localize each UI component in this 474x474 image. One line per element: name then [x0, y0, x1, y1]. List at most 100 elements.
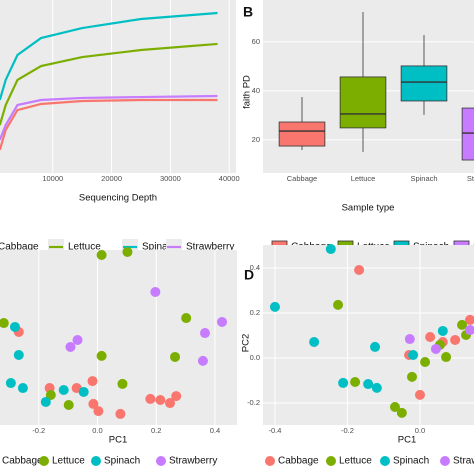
point: [457, 319, 468, 330]
point: [269, 301, 280, 312]
point: [389, 402, 400, 412]
legend-swatch: [91, 456, 101, 466]
point: [309, 336, 320, 347]
point: [333, 299, 344, 310]
point: [465, 325, 474, 336]
point: [87, 376, 98, 387]
legend-label: Spinach: [104, 456, 140, 467]
point: [88, 398, 99, 409]
legend-label: Strawberry: [186, 242, 234, 253]
point: [408, 350, 419, 361]
y-tick-label: 0.2: [250, 308, 260, 317]
point: [122, 246, 133, 257]
point: [414, 389, 425, 400]
legend-label: Cabbage: [278, 456, 319, 467]
y-axis-title: PC2: [241, 334, 252, 352]
legend-label: Lettuce: [68, 242, 101, 253]
x-tick-label: Strawberry: [467, 174, 474, 183]
point: [371, 382, 382, 393]
point: [437, 325, 448, 336]
panel-label: D: [244, 267, 254, 283]
point: [350, 377, 361, 388]
x-tick-label: -0.2: [341, 426, 354, 435]
point: [465, 314, 474, 325]
x-tick-label: 20000: [101, 174, 122, 183]
point: [63, 400, 74, 410]
plot-background: [0, 250, 237, 425]
point: [115, 408, 126, 419]
legend-swatch: [156, 456, 166, 466]
point: [117, 378, 128, 389]
legend-label: Spinach: [142, 242, 178, 253]
x-tick-label: 0.0: [92, 426, 102, 435]
line: [0, 42, 218, 126]
x-tick-label: -0.4: [268, 426, 281, 435]
line: [0, 94, 218, 141]
x-tick-label: 0.2: [151, 426, 161, 435]
point: [13, 350, 24, 360]
point: [155, 395, 166, 405]
point: [65, 341, 76, 352]
x-tick-label: Spinach: [410, 174, 437, 183]
point: [72, 335, 83, 345]
x-tick-label: 0.4: [210, 426, 220, 435]
legend-swatch: [39, 456, 49, 466]
y-tick-label: 60: [252, 37, 260, 46]
point: [181, 313, 192, 324]
point: [370, 341, 381, 352]
x-tick-label: 0.0: [415, 426, 425, 435]
point: [197, 355, 208, 366]
line: [0, 11, 218, 101]
point: [425, 332, 436, 343]
point: [217, 316, 228, 327]
legend-label: Lettuce: [52, 456, 85, 467]
y-tick-label: 0.0: [250, 353, 260, 362]
legend-swatch: [440, 456, 450, 466]
point: [150, 286, 161, 297]
point: [0, 318, 9, 329]
x-axis-title: PC1: [109, 435, 127, 446]
x-tick-label: 10000: [42, 174, 63, 183]
y-tick-label: 20: [252, 135, 260, 144]
point: [363, 379, 374, 390]
point: [354, 264, 365, 275]
point: [199, 328, 210, 339]
point: [165, 398, 176, 409]
box: [339, 76, 387, 129]
point: [441, 352, 452, 363]
x-tick-label: -0.2: [32, 426, 45, 435]
point: [430, 343, 441, 354]
point: [17, 383, 28, 394]
legend-label: Cabbage: [0, 242, 39, 253]
point: [450, 334, 461, 345]
legend-label: Strawberry: [453, 456, 474, 467]
plot-background: [0, 0, 236, 173]
point: [396, 407, 407, 418]
point: [40, 396, 51, 407]
point: [145, 393, 156, 404]
legend-swatch: [380, 456, 390, 466]
legend-label: Strawberry: [169, 456, 217, 467]
point: [338, 377, 349, 388]
x-axis-title: PC1: [398, 435, 416, 446]
point: [58, 385, 69, 395]
point: [9, 321, 20, 332]
point: [407, 371, 418, 382]
y-tick-label: 0.4: [250, 263, 260, 272]
point: [420, 357, 431, 367]
point: [78, 386, 89, 397]
x-axis-title: Sequencing Depth: [79, 193, 157, 204]
panel-label: B: [243, 4, 253, 20]
point: [171, 391, 182, 402]
y-tick-label: -0.2: [247, 398, 260, 407]
legend-swatch: [326, 456, 336, 466]
point: [96, 250, 107, 260]
plot-background: [263, 245, 474, 425]
legend-label: Lettuce: [339, 456, 372, 467]
box: [278, 121, 326, 147]
x-tick-label: Lettuce: [351, 174, 376, 183]
point: [404, 334, 415, 345]
x-tick-label: Cabbage: [287, 174, 317, 183]
y-tick-label: 40: [252, 86, 260, 95]
